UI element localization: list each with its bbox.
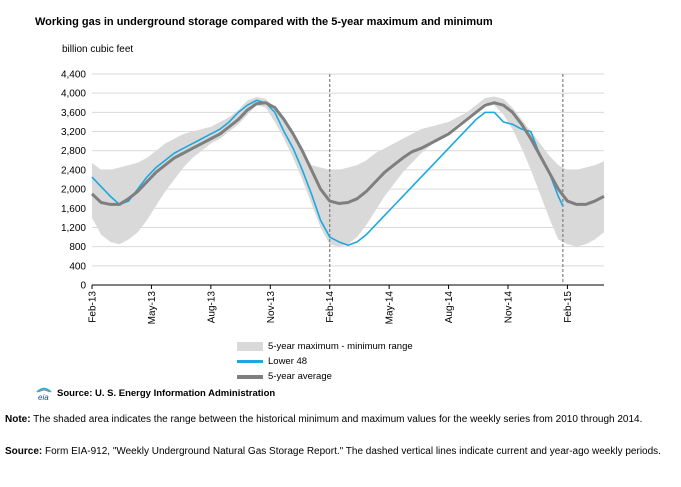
- source-label: Source: U. S. Energy Information Adminis…: [57, 387, 276, 399]
- source-note-text: Form EIA-912, "Weekly Underground Natura…: [45, 446, 661, 457]
- chart-title: Working gas in underground storage compa…: [35, 16, 493, 28]
- y-tick-label: 800: [69, 242, 86, 253]
- x-tick-label: May-14: [385, 291, 396, 325]
- x-tick-label: Nov-14: [504, 291, 515, 324]
- x-tick-label: Feb-15: [563, 291, 574, 323]
- y-tick-label: 400: [69, 261, 86, 272]
- source-attribution: eia Source: U. S. Energy Information Adm…: [35, 384, 275, 402]
- note-paragraph: Note: The shaded area indicates the rang…: [5, 413, 670, 426]
- range-band-area: [92, 96, 604, 247]
- x-tick-label: Aug-13: [206, 291, 217, 324]
- x-tick-label: Feb-13: [88, 291, 99, 323]
- y-tick-label: 1,200: [61, 223, 86, 234]
- y-tick-label: 3,200: [61, 127, 86, 138]
- legend-item-range: 5-year maximum - minimum range: [237, 341, 413, 352]
- x-tick-label: May-13: [147, 291, 158, 325]
- y-tick-label: 2,800: [61, 146, 86, 157]
- legend-swatch-range: [237, 342, 263, 351]
- y-tick-label: 4,000: [61, 89, 86, 100]
- svg-text:eia: eia: [38, 393, 49, 402]
- y-tick-label: 4,400: [61, 70, 86, 81]
- y-tick-label: 2,000: [61, 185, 86, 196]
- source-paragraph: Source: Form EIA-912, "Weekly Undergroun…: [5, 445, 670, 458]
- x-tick-label: Feb-14: [325, 291, 336, 323]
- five-year-average-series-line: [90, 101, 605, 206]
- note-text: The shaded area indicates the range betw…: [33, 414, 643, 425]
- x-tick-label: Aug-14: [444, 291, 455, 324]
- legend-label-lower48: Lower 48: [268, 356, 308, 367]
- lower48-series-line: [91, 99, 564, 246]
- eia-logo: eia: [35, 384, 53, 402]
- y-tick-label: 0: [80, 281, 86, 292]
- y-tick-label: 2,400: [61, 165, 86, 176]
- y-axis-unit-label: billion cubic feet: [62, 44, 134, 55]
- y-tick-label: 3,600: [61, 108, 86, 119]
- legend-item-lower48: Lower 48: [237, 356, 307, 367]
- source-note-label: Source:: [5, 446, 43, 457]
- note-label: Note:: [5, 414, 31, 425]
- legend-label-average: 5-year average: [268, 371, 332, 382]
- x-tick-label: Nov-13: [266, 291, 277, 324]
- legend-swatch-average: [237, 374, 263, 379]
- legend-swatch-lower48: [237, 360, 263, 363]
- legend-item-average: 5-year average: [237, 371, 332, 382]
- y-tick-label: 1,600: [61, 204, 86, 215]
- legend-label-range: 5-year maximum - minimum range: [268, 341, 413, 352]
